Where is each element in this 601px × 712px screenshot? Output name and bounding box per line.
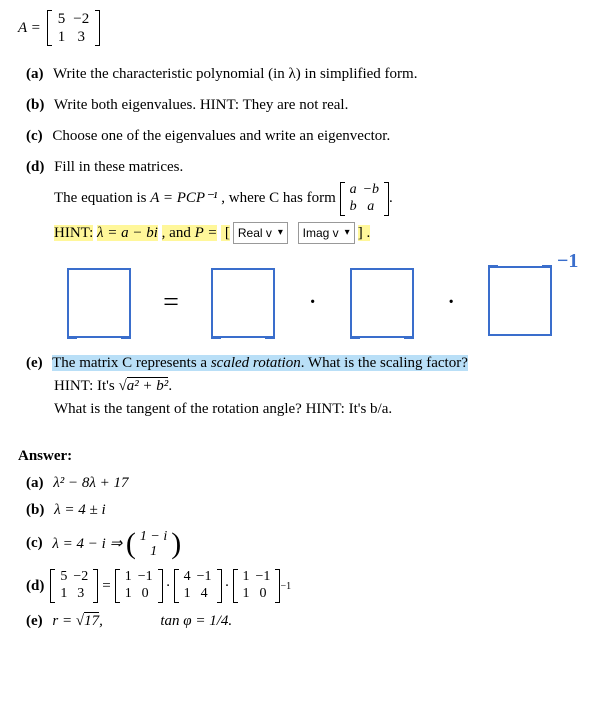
matrix-A: 51 −23	[47, 10, 100, 46]
chevron-down-icon: ▾	[278, 227, 283, 238]
part-e-line1: The matrix C represents a scaled rotatio…	[52, 355, 468, 371]
dot-sign: ·	[306, 287, 319, 319]
answer-d-C: 41 −14	[174, 569, 222, 603]
part-d: (d) Fill in these matrices. The equation…	[26, 159, 583, 341]
answer-d: (d) 51 −23 = 11 −10 · 41 −14 · 11 −10 −1	[26, 569, 583, 603]
part-c: (c) Choose one of the eigenvalues and wr…	[26, 128, 583, 145]
matrix-equation-blanks: = · · −1	[36, 266, 583, 341]
answer-e: (e) r = √17, tan φ = 1/4.	[26, 613, 583, 630]
answer-c-eigenvector: ( 1 − i1 )	[126, 529, 181, 560]
answer-heading: Answer:	[18, 448, 583, 465]
blank-matrix-C[interactable]	[350, 268, 414, 338]
answer-d-P: 11 −10	[115, 569, 163, 603]
matrix-C-form: ab −ba	[340, 182, 389, 216]
answer-c: (c) λ = 4 − i ⇒ ( 1 − i1 )	[26, 529, 583, 560]
matrix-A-definition: A = 51 −23	[18, 10, 583, 46]
dropdown-real-v[interactable]: Real v▾	[233, 222, 288, 244]
part-e-label: (e)	[26, 355, 43, 371]
answer-d-exp: −1	[280, 581, 291, 592]
answer-a: (a) λ² − 8λ + 17	[26, 475, 583, 492]
dot-sign-2: ·	[445, 287, 458, 319]
part-d-equation-line: The equation is A = PCP⁻¹ , where C has …	[54, 182, 583, 216]
part-d-text: Fill in these matrices.	[54, 159, 183, 175]
hint-label: HINT:	[54, 225, 93, 241]
part-c-label: (c)	[26, 128, 43, 144]
blank-matrix-A[interactable]	[67, 268, 131, 338]
answer-d-A: 51 −23	[50, 569, 98, 603]
answer-b: (b) λ = 4 ± i	[26, 502, 583, 519]
part-a-text: Write the characteristic polynomial (in …	[53, 66, 417, 82]
part-a-label: (a)	[26, 66, 44, 82]
part-b-label: (b)	[26, 97, 44, 113]
dropdown-imag-v[interactable]: Imag v▾	[298, 222, 355, 244]
answer-d-Pinv: 11 −10	[233, 569, 281, 603]
hint-lambda: λ = a − bi	[97, 225, 158, 241]
matrix-A-lhs: A =	[18, 20, 41, 37]
part-b-text: Write both eigenvalues. HINT: They are n…	[54, 97, 349, 113]
part-b: (b) Write both eigenvalues. HINT: They a…	[26, 97, 583, 114]
part-a: (a) Write the characteristic polynomial …	[26, 66, 583, 83]
part-e-line2: What is the tangent of the rotation angl…	[54, 401, 583, 418]
blank-matrix-Pinv-wrap: −1	[488, 266, 552, 341]
chevron-down-icon: ▾	[345, 227, 350, 238]
part-d-label: (d)	[26, 159, 44, 175]
equals-sign: =	[161, 287, 181, 319]
blank-matrix-P[interactable]	[211, 268, 275, 338]
part-e-hint: HINT: It's √a² + b².	[54, 378, 583, 395]
hint-P-equals: P =	[195, 225, 218, 241]
part-c-text: Choose one of the eigenvalues and write …	[52, 128, 390, 144]
decomposition-equation: A = PCP⁻¹	[150, 190, 217, 206]
blank-matrix-Pinv[interactable]	[488, 266, 552, 336]
exponent-neg1: −1	[557, 250, 578, 273]
part-e: (e) The matrix C represents a scaled rot…	[26, 355, 583, 418]
part-d-hint-line: HINT: λ = a − bi , and P = [Real v▾ Imag…	[54, 222, 583, 244]
